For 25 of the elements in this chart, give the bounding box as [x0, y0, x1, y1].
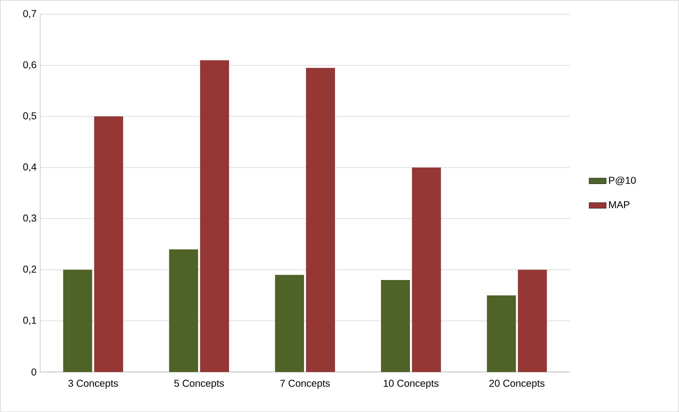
y-tick-label: 0,2 — [23, 266, 36, 274]
y-tick-label: 0,7 — [23, 10, 36, 18]
x-tick-label: 5 Concepts — [174, 380, 224, 389]
bar — [275, 274, 304, 372]
y-tick-label: 0,5 — [23, 112, 36, 120]
bar — [486, 295, 516, 372]
bar — [306, 68, 335, 372]
bar — [94, 116, 124, 372]
bar — [200, 60, 230, 372]
bar — [380, 280, 410, 372]
bar — [412, 167, 441, 372]
bar — [169, 249, 198, 372]
x-tick-label: 7 Concepts — [280, 380, 330, 389]
y-tick-label: 0,4 — [23, 163, 36, 172]
y-tick-label: 0,6 — [23, 61, 36, 70]
x-tick-label: 10 Concepts — [384, 380, 439, 389]
legend-label: MAP — [609, 201, 630, 208]
y-tick-label: 0,3 — [23, 214, 36, 223]
bar — [518, 270, 547, 372]
y-tick-label: 0,1 — [23, 316, 36, 325]
x-tick-label: 3 Concepts — [68, 380, 118, 389]
x-tick-label: 20 Concepts — [489, 380, 544, 389]
legend-label: P@10 — [609, 176, 636, 186]
y-tick-label: 0 — [32, 368, 36, 376]
bar — [63, 270, 92, 372]
